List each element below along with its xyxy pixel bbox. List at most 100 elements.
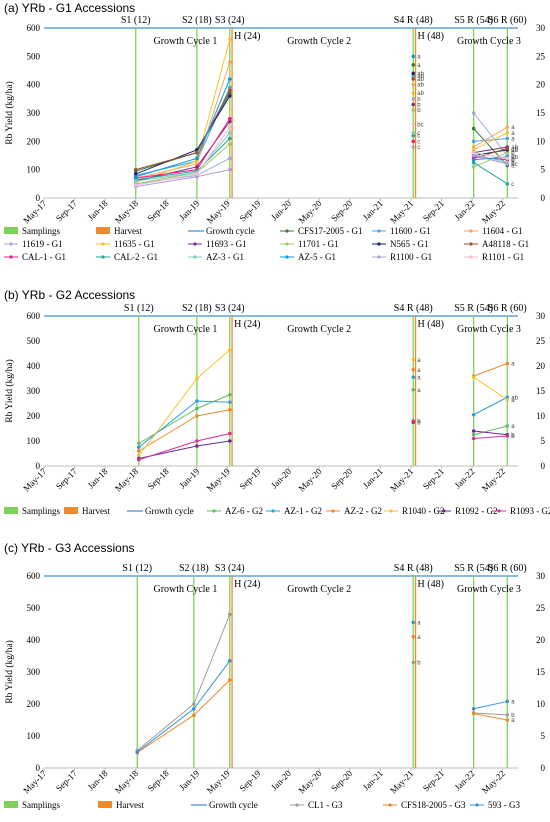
- data-point: [195, 439, 199, 443]
- significance-letter: bc: [511, 162, 517, 168]
- x-tick-label: Sep-20: [329, 198, 354, 223]
- legend-label: A48118 - G1: [482, 239, 529, 249]
- sampling-label: S5 R (54): [454, 303, 493, 314]
- y2-tick-label: 30: [536, 311, 546, 321]
- significance-letter: ab: [511, 395, 518, 401]
- data-point: [195, 406, 199, 411]
- series-line-cycle1: [138, 440, 230, 459]
- series-line-cycle3: [473, 700, 508, 710]
- significance-letter: b: [511, 151, 515, 157]
- data-point: [227, 142, 232, 146]
- legend-swatch-marker: [9, 242, 13, 246]
- data-point: [471, 111, 476, 115]
- data-point: [133, 172, 138, 176]
- legend-swatch-marker: [193, 255, 197, 259]
- x-tick-label: May-21: [388, 466, 415, 493]
- y-tick-label: 400: [27, 361, 41, 371]
- legend-label: 11604 - G1: [482, 226, 523, 236]
- significance-letter: ab: [417, 74, 424, 80]
- x-tick-label: May-20: [296, 466, 324, 494]
- sampling-label: S3 (24): [215, 563, 245, 574]
- series-line-cycle3: [473, 146, 508, 154]
- x-tick-label: Sep-17: [54, 466, 79, 491]
- legend-label: 11701 - G1: [298, 239, 339, 249]
- x-tick-label: May-21: [388, 198, 415, 225]
- sampling-label: S4 R (48): [394, 15, 433, 26]
- y2-tick-label: 10: [536, 411, 546, 421]
- series-line-cycle1: [135, 118, 231, 179]
- data-point: [195, 156, 199, 161]
- legend-swatch-marker: [497, 509, 501, 513]
- legend-swatch-harvest: [96, 227, 110, 234]
- series-10: cb: [133, 116, 515, 180]
- data-point: [227, 37, 232, 42]
- legend-label: R1101 - G1: [482, 252, 524, 262]
- legend-label: R1040 - G2: [402, 506, 445, 516]
- y-tick-label: 300: [27, 386, 41, 396]
- y-tick-label: 100: [27, 436, 41, 446]
- data-point: [471, 126, 476, 131]
- series-line-cycle1: [135, 39, 231, 183]
- x-tick-label: May-22: [480, 768, 507, 795]
- legend-swatch-marker: [271, 509, 275, 513]
- sampling-label: S5 R (54): [454, 563, 493, 574]
- legend-item: 593 - G3: [470, 800, 520, 810]
- y-tick-label: 100: [27, 731, 41, 741]
- data-point: [227, 125, 232, 129]
- legend-label: Samplings: [22, 506, 61, 516]
- chart-panel-2: (b) YRb - G2 Accessions01002003004005006…: [4, 288, 550, 516]
- x-tick-label: May-18: [113, 198, 141, 226]
- legend-label: AZ-3 - G1: [206, 252, 244, 262]
- data-point-s4: [411, 620, 416, 625]
- legend-item: Growth cycle: [127, 506, 194, 516]
- data-point-s4: [411, 54, 416, 59]
- x-tick-label: Jan-21: [361, 768, 385, 792]
- significance-letter: b: [511, 161, 515, 167]
- data-point: [471, 432, 476, 437]
- data-point: [505, 699, 510, 704]
- series-15: bcb: [133, 122, 515, 188]
- legend-swatch-marker: [475, 803, 479, 807]
- chart-panel-3: (c) YRb - G3 Accessions01002003004005006…: [4, 541, 546, 810]
- data-point-s4: [411, 71, 416, 76]
- data-point-s4: [411, 139, 416, 144]
- data-point-s4: [411, 63, 416, 67]
- y-tick-label: 600: [27, 571, 41, 581]
- data-point: [505, 361, 510, 366]
- y2-tick-label: 30: [536, 23, 546, 33]
- x-tick-label: Sep-20: [329, 768, 354, 793]
- y2-tick-label: 15: [536, 108, 546, 118]
- legend-label: Growth cycle: [209, 800, 258, 810]
- sampling-label: S4 R (48): [394, 303, 433, 314]
- x-tick-label: Jan-22: [453, 768, 477, 792]
- series-14: c bc: [133, 145, 518, 189]
- legend-label: N565 - G1: [390, 239, 429, 249]
- series-2: aab: [137, 375, 519, 450]
- legend-item: Samplings: [4, 226, 61, 236]
- x-tick-label: May-18: [113, 768, 141, 796]
- legend-item: Harvest: [96, 226, 142, 236]
- data-point: [227, 77, 232, 81]
- x-tick-label: Sep-18: [146, 198, 171, 223]
- y2-tick-label: 0: [541, 461, 546, 471]
- data-point: [227, 392, 232, 397]
- legend-item: 11635 - G1: [96, 239, 155, 249]
- series-line-cycle1: [135, 90, 231, 171]
- sampling-label: S2 (18): [182, 303, 212, 314]
- data-point: [195, 414, 199, 418]
- harvest-label: H (24): [234, 319, 260, 330]
- data-point: [227, 88, 232, 93]
- x-tick-label: Jan-19: [177, 768, 201, 792]
- x-tick-label: Jan-21: [361, 198, 385, 222]
- legend-swatch-marker: [285, 242, 289, 246]
- significance-letter: c: [511, 182, 514, 188]
- legend-swatch-marker: [389, 509, 393, 513]
- data-point: [471, 412, 476, 417]
- significance-letter: ab: [417, 71, 424, 77]
- legend-item: Growth cycle: [191, 800, 258, 810]
- significance-letter: a: [417, 63, 421, 69]
- legend-label: R1100 - G1: [390, 252, 432, 262]
- significance-letter: a: [417, 620, 421, 626]
